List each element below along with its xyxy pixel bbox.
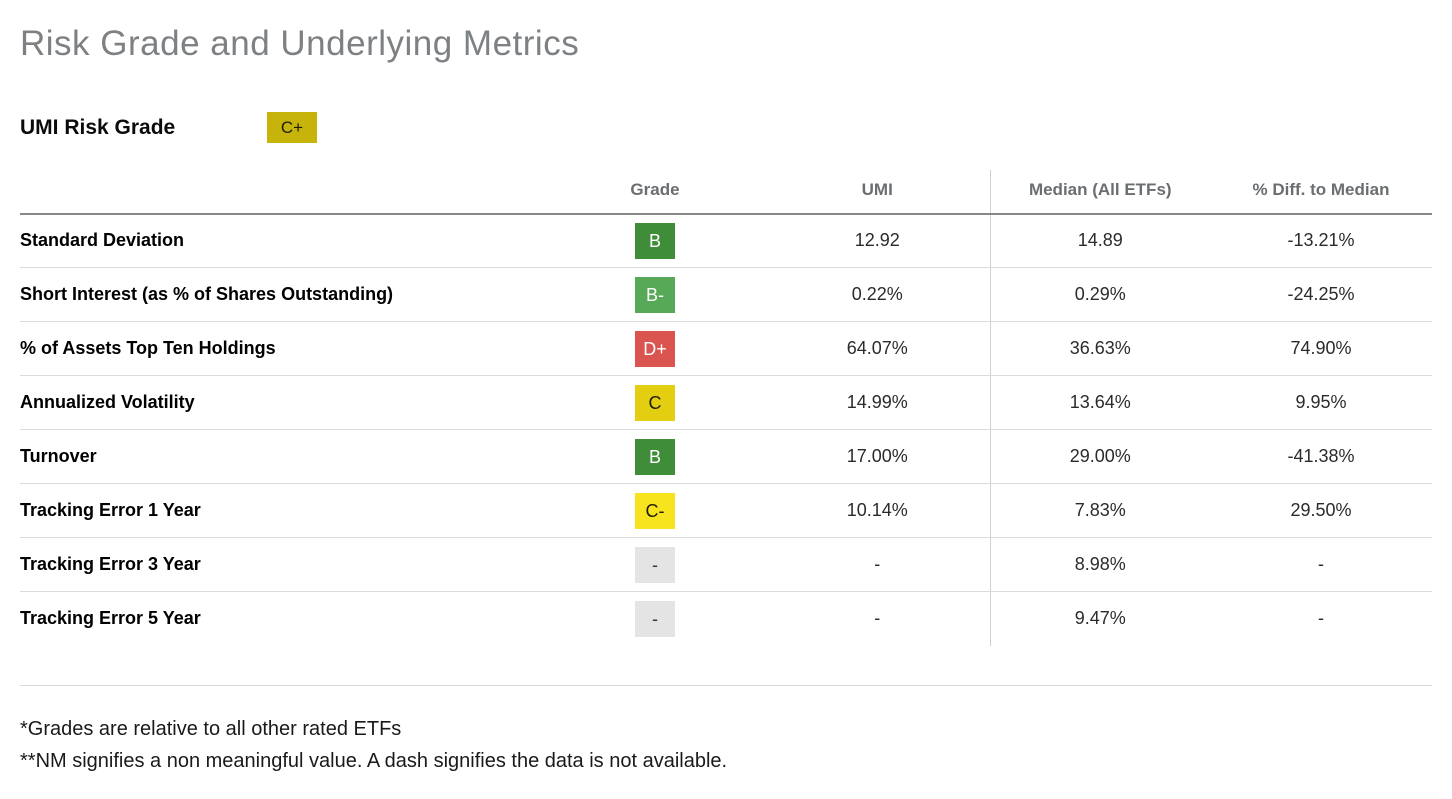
table-row: Standard Deviation B 12.92 14.89 -13.21% (20, 213, 1432, 268)
diff-value: -41.38% (1210, 429, 1432, 484)
umi-value: 14.99% (695, 375, 990, 430)
umi-value: 17.00% (695, 429, 990, 484)
metric-label: % of Assets Top Ten Holdings (20, 321, 615, 376)
table-row: Tracking Error 3 Year - - 8.98% - (20, 537, 1432, 592)
col-header-diff: % Diff. to Median (1210, 169, 1432, 215)
umi-value: 0.22% (695, 267, 990, 322)
grade-badge: - (635, 600, 675, 637)
diff-value: 9.95% (1210, 375, 1432, 430)
table-row: Short Interest (as % of Shares Outstandi… (20, 267, 1432, 322)
diff-value: 29.50% (1210, 483, 1432, 538)
risk-grade-page: Risk Grade and Underlying Metrics UMI Ri… (0, 24, 1452, 799)
grade-cell: B (615, 429, 695, 484)
risk-grade-label: UMI Risk Grade (20, 115, 176, 139)
footnote-nm: **NM signifies a non meaningful value. A… (20, 749, 728, 772)
median-value: 13.64% (989, 375, 1210, 430)
median-value: 8.98% (989, 537, 1210, 592)
overall-grade-badge: C+ (267, 111, 317, 143)
diff-value: - (1210, 537, 1432, 592)
col-header-grade: Grade (615, 169, 695, 215)
median-value: 9.47% (989, 591, 1210, 646)
table-row: % of Assets Top Ten Holdings D+ 64.07% 3… (20, 321, 1432, 376)
grade-badge: B (635, 222, 675, 259)
grade-badge: B- (635, 276, 675, 313)
grade-cell: D+ (615, 321, 695, 376)
grade-badge: C (635, 384, 675, 421)
umi-value: 10.14% (695, 483, 990, 538)
median-value: 14.89 (989, 213, 1210, 268)
col-header-median: Median (All ETFs) (989, 169, 1210, 215)
col-header-metric (20, 169, 615, 215)
grade-cell: B- (615, 267, 695, 322)
metric-label: Standard Deviation (20, 213, 615, 268)
risk-grade-section: UMI Risk Grade C+ (20, 111, 1432, 143)
grade-cell: B (615, 213, 695, 268)
page-title: Risk Grade and Underlying Metrics (20, 24, 580, 63)
table-row: Tracking Error 1 Year C- 10.14% 7.83% 29… (20, 483, 1432, 538)
metric-label: Tracking Error 3 Year (20, 537, 615, 592)
table-row: Turnover B 17.00% 29.00% -41.38% (20, 429, 1432, 484)
metric-label: Tracking Error 5 Year (20, 608, 201, 629)
median-value: 29.00% (989, 429, 1210, 484)
footnote-grades: *Grades are relative to all other rated … (20, 717, 402, 740)
metric-label: Annualized Volatility (20, 375, 615, 430)
metric-label: Short Interest (as % of Shares Outstandi… (20, 267, 615, 322)
median-value: 0.29% (989, 267, 1210, 322)
table-row: Tracking Error 5 Year - - 9.47% - (20, 591, 1432, 646)
grade-cell: C (615, 375, 695, 430)
diff-value: -13.21% (1210, 213, 1432, 268)
umi-value: - (874, 608, 881, 629)
grade-badge: B (635, 438, 675, 475)
diff-value: -24.25% (1210, 267, 1432, 322)
umi-value: 12.92 (695, 213, 990, 268)
risk-metrics-table: Grade UMI Median (All ETFs) % Diff. to M… (20, 169, 1432, 646)
grade-cell: - (615, 592, 695, 646)
grade-badge: D+ (635, 330, 675, 367)
col-header-umi: UMI (695, 169, 990, 215)
grade-badge: - (635, 546, 675, 583)
diff-value: 74.90% (1210, 321, 1432, 376)
umi-value: - (695, 537, 990, 592)
footer-divider (20, 684, 1432, 686)
metric-label: Tracking Error 1 Year (20, 483, 615, 538)
diff-value: - (1318, 608, 1324, 629)
median-value: 7.83% (989, 483, 1210, 538)
grade-cell: - (615, 537, 695, 592)
grade-cell: C- (615, 483, 695, 538)
median-value: 36.63% (989, 321, 1210, 376)
grade-badge: C- (635, 492, 675, 529)
umi-value: 64.07% (695, 321, 990, 376)
metric-label: Turnover (20, 429, 615, 484)
table-header-row: Grade UMI Median (All ETFs) % Diff. to M… (20, 169, 1432, 215)
table-row: Annualized Volatility C 14.99% 13.64% 9.… (20, 375, 1432, 430)
